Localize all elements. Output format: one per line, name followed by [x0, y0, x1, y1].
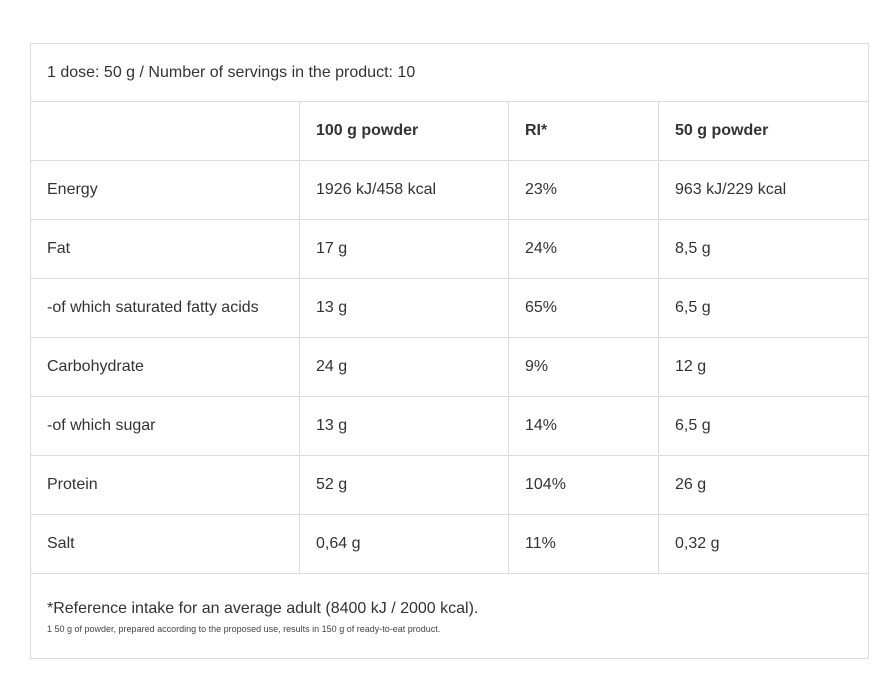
- header-row: 100 g powder RI* 50 g powder: [30, 101, 870, 161]
- value-per-dose: 12 g: [657, 337, 870, 397]
- footnote-cell: *Reference intake for an average adult (…: [29, 573, 870, 659]
- nutrient-name: -of which sugar: [30, 396, 300, 456]
- ri-percent: 9%: [508, 337, 659, 397]
- table-row: Protein 52 g 104% 26 g: [30, 455, 870, 515]
- table-row: Fat 17 g 24% 8,5 g: [30, 219, 870, 279]
- table-row: Salt 0,64 g 11% 0,32 g: [30, 514, 870, 574]
- table-row: -of which sugar 13 g 14% 6,5 g: [30, 396, 870, 456]
- value-per-100g: 0,64 g: [299, 514, 509, 574]
- value-per-dose: 6,5 g: [657, 278, 870, 338]
- ri-percent: 65%: [508, 278, 659, 338]
- ri-percent: 14%: [508, 396, 659, 456]
- nutrient-name: Carbohydrate: [30, 337, 300, 397]
- ri-percent: 24%: [508, 219, 659, 279]
- preparation-note: 1 50 g of powder, prepared according to …: [47, 624, 441, 634]
- value-per-100g: 17 g: [299, 219, 509, 279]
- table-row: Energy 1926 kJ/458 kcal 23% 963 kJ/229 k…: [30, 160, 870, 220]
- table-row: Carbohydrate 24 g 9% 12 g: [30, 337, 870, 397]
- header-per-dose: 50 g powder: [657, 101, 870, 161]
- value-per-100g: 13 g: [299, 396, 509, 456]
- reference-intake-note: *Reference intake for an average adult (…: [47, 600, 479, 617]
- nutrient-name: Salt: [30, 514, 300, 574]
- nutrient-name: Protein: [30, 455, 300, 515]
- serving-info-row: 1 dose: 50 g / Number of servings in the…: [29, 43, 870, 102]
- nutrient-name: Energy: [30, 160, 300, 220]
- value-per-100g: 24 g: [299, 337, 509, 397]
- value-per-dose: 26 g: [657, 455, 870, 515]
- ri-percent: 11%: [508, 514, 659, 574]
- nutrient-name: -of which saturated fatty acids: [30, 278, 300, 338]
- value-per-dose: 6,5 g: [657, 396, 870, 456]
- nutrition-table: 1 dose: 50 g / Number of servings in the…: [29, 43, 870, 659]
- table-row: -of which saturated fatty acids 13 g 65%…: [30, 278, 870, 338]
- serving-info: 1 dose: 50 g / Number of servings in the…: [29, 43, 870, 102]
- header-ri: RI*: [508, 101, 659, 161]
- ri-percent: 104%: [508, 455, 659, 515]
- header-nutrient: [30, 101, 300, 161]
- ri-percent: 23%: [508, 160, 659, 220]
- header-per-100g: 100 g powder: [299, 101, 509, 161]
- value-per-100g: 13 g: [299, 278, 509, 338]
- nutrient-name: Fat: [30, 219, 300, 279]
- value-per-dose: 8,5 g: [657, 219, 870, 279]
- value-per-100g: 1926 kJ/458 kcal: [299, 160, 509, 220]
- value-per-dose: 0,32 g: [657, 514, 870, 574]
- value-per-100g: 52 g: [299, 455, 509, 515]
- value-per-dose: 963 kJ/229 kcal: [657, 160, 870, 220]
- footnote-row: *Reference intake for an average adult (…: [29, 573, 870, 659]
